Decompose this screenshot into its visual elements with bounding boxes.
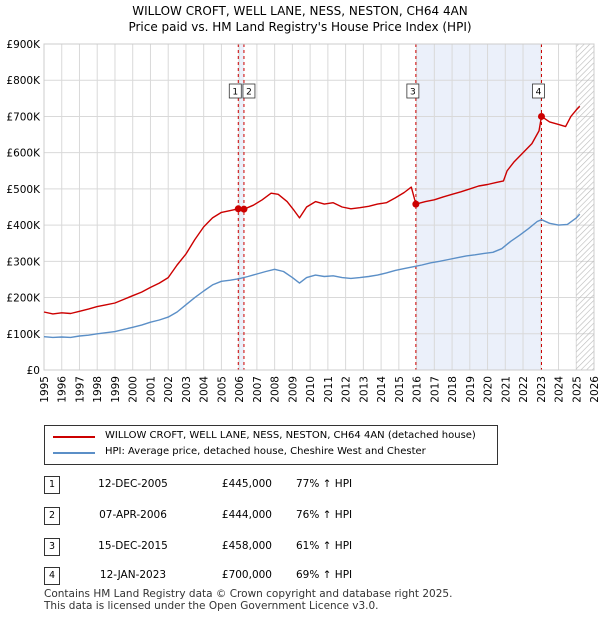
footer-attribution: Contains HM Land Registry data © Crown c… bbox=[44, 588, 453, 612]
y-tick-label: £300K bbox=[6, 256, 41, 268]
x-tick-label: 2011 bbox=[323, 376, 335, 403]
plot-frame bbox=[43, 43, 595, 371]
x-tick-label: 2004 bbox=[199, 376, 211, 403]
y-tick-label: £500K bbox=[6, 184, 41, 196]
legend-label-hpi: HPI: Average price, detached house, Ches… bbox=[105, 446, 426, 457]
x-tick-label: 2003 bbox=[181, 376, 193, 403]
x-tick-label: 2026 bbox=[589, 376, 600, 403]
y-tick-label: £800K bbox=[6, 75, 41, 87]
sale-number-badge: 3 bbox=[44, 538, 60, 556]
legend-label-property: WILLOW CROFT, WELL LANE, NESS, NESTON, C… bbox=[105, 430, 476, 441]
sale-hpi-change: 76% ↑ HPI bbox=[296, 509, 353, 521]
x-tick-label: 2009 bbox=[287, 376, 299, 403]
x-tick-label: 1998 bbox=[92, 376, 104, 403]
sale-point-3 bbox=[412, 200, 420, 208]
sale-number-badge: 2 bbox=[44, 507, 60, 525]
sale-date: 12-JAN-2023 bbox=[99, 569, 167, 581]
sale-point-1 bbox=[234, 205, 242, 213]
legend-swatch-hpi bbox=[53, 452, 95, 454]
sale-price: £458,000 bbox=[221, 540, 272, 552]
footer-line-2: This data is licensed under the Open Gov… bbox=[44, 599, 379, 612]
price-chart: 1 2 3 4 £0 £100K £200K £300K £400K £500K £600K £700… bbox=[6, 39, 600, 403]
sale-label-box-4 bbox=[532, 83, 545, 99]
y-tick-label: £600K bbox=[6, 148, 41, 160]
x-tick-label: 2017 bbox=[429, 376, 441, 403]
sale-price: £700,000 bbox=[221, 569, 272, 581]
property-price-line bbox=[43, 105, 581, 315]
y-tick-label: £200K bbox=[6, 293, 41, 305]
x-tick-label: 2019 bbox=[465, 376, 477, 403]
sale-number-badge: 1 bbox=[44, 476, 60, 494]
sale-point-4 bbox=[537, 112, 545, 120]
x-tick-label: 2002 bbox=[163, 376, 175, 403]
sale-hpi-change: 69% ↑ HPI bbox=[296, 569, 353, 581]
x-tick-label: 1995 bbox=[39, 376, 51, 403]
x-tick-label: 2020 bbox=[483, 376, 495, 403]
x-tick-label: 2001 bbox=[145, 376, 157, 403]
sale-price: £444,000 bbox=[221, 509, 272, 521]
x-tick-label: 2015 bbox=[394, 376, 406, 403]
chart-subtitle: Price paid vs. HM Land Registry's House … bbox=[128, 20, 472, 34]
shaded-period-2 bbox=[415, 44, 542, 370]
sale-date: 12-DEC-2005 bbox=[98, 478, 168, 490]
sale-label-2: 2 bbox=[246, 88, 252, 98]
sale-label-1: 1 bbox=[232, 88, 238, 98]
hpi-line bbox=[43, 213, 581, 339]
sale-price: £445,000 bbox=[221, 478, 272, 490]
y-tick-label: £900K bbox=[6, 39, 41, 51]
sale-date: 07-APR-2006 bbox=[99, 509, 167, 521]
x-tick-label: 1999 bbox=[110, 376, 122, 403]
legend: WILLOW CROFT, WELL LANE, NESS, NESTON, C… bbox=[44, 425, 498, 465]
sale-label-box-1 bbox=[228, 83, 242, 99]
sale-label-4: 4 bbox=[536, 88, 542, 98]
sale-label-box-2 bbox=[242, 83, 256, 99]
x-tick-label: 2023 bbox=[536, 376, 548, 403]
sale-date: 15-DEC-2015 bbox=[98, 540, 168, 552]
x-tick-label: 2024 bbox=[554, 376, 566, 403]
x-tick-label: 2014 bbox=[376, 376, 388, 403]
x-tick-label: 2007 bbox=[252, 376, 264, 403]
legend-swatch-property bbox=[53, 436, 95, 438]
sale-number-badge: 4 bbox=[44, 567, 60, 585]
y-tick-label: £700K bbox=[6, 111, 41, 123]
sale-hpi-change: 77% ↑ HPI bbox=[296, 478, 353, 490]
sale-hpi-change: 61% ↑ HPI bbox=[296, 540, 353, 552]
y-tick-label: £100K bbox=[6, 329, 41, 341]
x-tick-label: 2005 bbox=[216, 376, 228, 403]
sale-point-2 bbox=[240, 205, 248, 213]
x-tick-label: 2010 bbox=[305, 376, 317, 403]
footer-line-1: Contains HM Land Registry data © Crown c… bbox=[44, 588, 453, 600]
x-tick-label: 2008 bbox=[270, 376, 282, 403]
x-tick-label: 1997 bbox=[74, 376, 86, 403]
x-tick-label: 1996 bbox=[57, 376, 69, 403]
x-tick-label: 2012 bbox=[341, 376, 353, 403]
x-tick-label: 2013 bbox=[358, 376, 370, 403]
x-tick-label: 2000 bbox=[128, 376, 140, 403]
x-tick-label: 2021 bbox=[500, 376, 512, 403]
x-tick-label: 2016 bbox=[412, 376, 424, 403]
x-tick-label: 2025 bbox=[571, 376, 583, 403]
forecast-hatch bbox=[576, 44, 594, 370]
y-tick-label: £0 bbox=[27, 365, 40, 377]
sale-label-box-3 bbox=[406, 83, 420, 99]
sale-label-3: 3 bbox=[410, 88, 416, 98]
y-tick-label: £400K bbox=[6, 220, 41, 232]
chart-title: WILLOW CROFT, WELL LANE, NESS, NESTON, C… bbox=[132, 4, 468, 18]
x-tick-label: 2018 bbox=[447, 376, 459, 403]
x-tick-label: 2006 bbox=[234, 376, 246, 403]
x-tick-label: 2022 bbox=[518, 376, 530, 403]
